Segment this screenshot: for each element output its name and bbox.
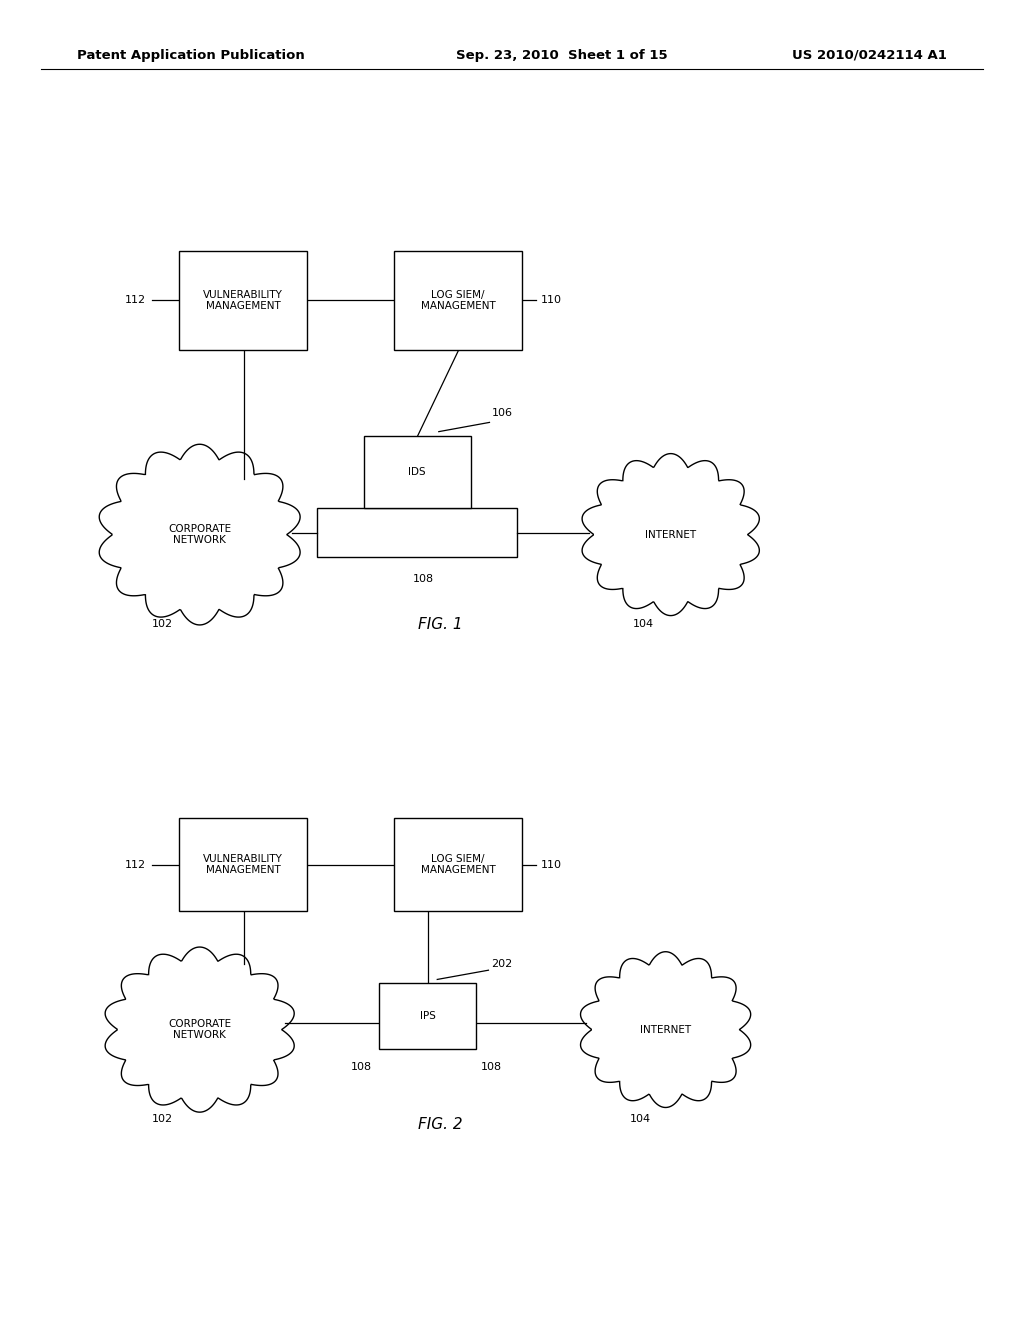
Text: CORPORATE
NETWORK: CORPORATE NETWORK bbox=[168, 524, 231, 545]
Text: IDS: IDS bbox=[409, 467, 426, 477]
Text: FIG. 2: FIG. 2 bbox=[418, 1117, 463, 1133]
Text: 108: 108 bbox=[481, 1061, 503, 1072]
Bar bbox=[379, 983, 476, 1049]
Text: 108: 108 bbox=[350, 1061, 372, 1072]
Text: FIG. 1: FIG. 1 bbox=[418, 616, 463, 632]
Polygon shape bbox=[582, 454, 760, 615]
Text: CORPORATE
NETWORK: CORPORATE NETWORK bbox=[168, 1019, 231, 1040]
Text: 112: 112 bbox=[125, 294, 146, 305]
Text: 102: 102 bbox=[152, 619, 173, 630]
Bar bbox=[394, 818, 522, 911]
Text: Patent Application Publication: Patent Application Publication bbox=[77, 49, 304, 62]
Polygon shape bbox=[105, 946, 294, 1113]
Text: 106: 106 bbox=[492, 408, 513, 418]
Text: INTERNET: INTERNET bbox=[645, 529, 696, 540]
Text: IPS: IPS bbox=[420, 1011, 435, 1022]
Bar bbox=[394, 251, 522, 350]
Text: 104: 104 bbox=[630, 1114, 651, 1125]
Text: US 2010/0242114 A1: US 2010/0242114 A1 bbox=[793, 49, 947, 62]
Text: 102: 102 bbox=[152, 1114, 173, 1125]
Bar bbox=[179, 251, 307, 350]
Text: 108: 108 bbox=[413, 574, 433, 585]
Text: VULNERABILITY
MANAGEMENT: VULNERABILITY MANAGEMENT bbox=[203, 289, 284, 312]
Text: LOG SIEM/
MANAGEMENT: LOG SIEM/ MANAGEMENT bbox=[421, 854, 496, 875]
Text: 104: 104 bbox=[633, 619, 654, 630]
Text: INTERNET: INTERNET bbox=[640, 1024, 691, 1035]
Text: VULNERABILITY
MANAGEMENT: VULNERABILITY MANAGEMENT bbox=[203, 854, 284, 875]
Bar bbox=[179, 818, 307, 911]
Text: 110: 110 bbox=[541, 294, 562, 305]
Bar bbox=[317, 508, 517, 557]
Polygon shape bbox=[581, 952, 751, 1107]
Text: Sep. 23, 2010  Sheet 1 of 15: Sep. 23, 2010 Sheet 1 of 15 bbox=[456, 49, 668, 62]
Text: 112: 112 bbox=[125, 859, 146, 870]
Bar bbox=[364, 436, 471, 508]
Text: 202: 202 bbox=[492, 958, 513, 969]
Polygon shape bbox=[99, 445, 300, 624]
Text: LOG SIEM/
MANAGEMENT: LOG SIEM/ MANAGEMENT bbox=[421, 289, 496, 312]
Text: 110: 110 bbox=[541, 859, 562, 870]
